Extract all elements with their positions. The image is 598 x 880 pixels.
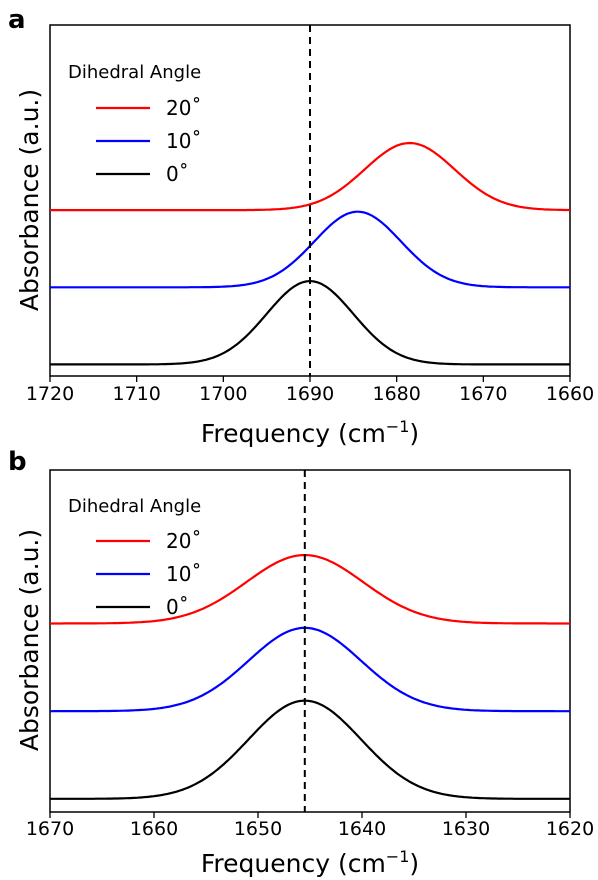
x-tick-label-b-5: 1620 xyxy=(546,818,594,840)
series-line-b-1 xyxy=(50,626,570,713)
series-line-b-0 xyxy=(50,553,570,625)
series-line-b-2 xyxy=(50,699,570,800)
x-axis-label-b: Frequency (cm−1) xyxy=(201,847,419,878)
x-tick-label-b-4: 1630 xyxy=(442,818,490,840)
x-axis-label-a: Frequency (cm−1) xyxy=(201,417,419,448)
legend-b: Dihedral Angle xyxy=(68,496,201,517)
x-tick-label-b-3: 1640 xyxy=(338,818,386,840)
legend-label-a-0: 20˚ xyxy=(166,96,201,120)
x-tick-label-a-1: 1710 xyxy=(112,383,160,405)
legend-title-a: Dihedral Angle xyxy=(68,62,201,83)
legend-label-b-0: 20˚ xyxy=(166,529,201,553)
panel-a: a Absorbance (a.u.) Frequency (cm−1) Dih… xyxy=(8,5,594,448)
x-tick-label-a-0: 1720 xyxy=(26,383,74,405)
x-tick-label-b-2: 1650 xyxy=(234,818,282,840)
legend-label-a-1: 10˚ xyxy=(166,129,201,153)
legend-label-b-2: 0˚ xyxy=(166,595,189,619)
legend-label-a-2: 0˚ xyxy=(166,162,189,186)
x-tick-label-a-6: 1660 xyxy=(546,383,594,405)
x-tick-label-b-0: 1670 xyxy=(26,818,74,840)
x-tick-label-a-5: 1670 xyxy=(459,383,507,405)
x-tick-label-a-3: 1690 xyxy=(286,383,334,405)
panel-label-b: b xyxy=(8,447,27,477)
legend-label-b-1: 10˚ xyxy=(166,562,201,586)
x-tick-label-b-1: 1660 xyxy=(130,818,178,840)
legend-a: Dihedral Angle xyxy=(68,62,201,83)
y-axis-label-b: Absorbance (a.u.) xyxy=(15,529,44,751)
panel-label-a: a xyxy=(8,5,26,35)
series-line-a-0 xyxy=(50,141,570,212)
x-tick-label-a-2: 1700 xyxy=(199,383,247,405)
y-axis-label-a: Absorbance (a.u.) xyxy=(15,89,44,311)
x-tick-label-a-4: 1680 xyxy=(372,383,420,405)
panel-b: b Absorbance (a.u.) Frequency (cm−1) Dih… xyxy=(8,447,594,878)
legend-title-b: Dihedral Angle xyxy=(68,496,201,517)
plot-frame-b xyxy=(49,469,571,813)
